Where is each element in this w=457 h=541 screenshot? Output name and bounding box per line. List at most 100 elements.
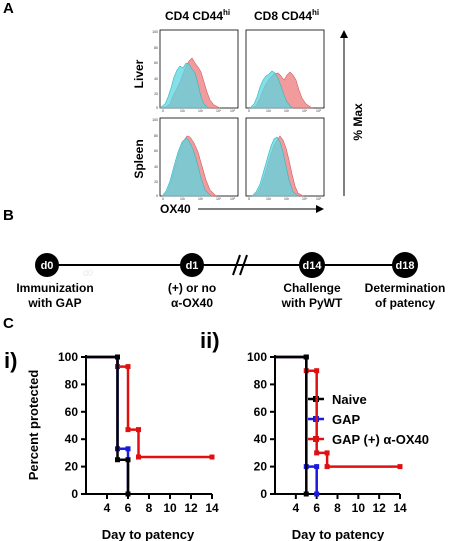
y-tick-label-0-20: 20: [65, 460, 79, 474]
legend-label-gap-ox40: GAP (+) α-OX40: [332, 432, 429, 447]
series-point-0-1-2: [125, 446, 131, 452]
series-point-0-2-5: [136, 454, 141, 460]
xtick-3-a: 10³: [198, 109, 204, 113]
histogram-spleen-cd8: [245, 117, 325, 197]
x-tick-label-1-12: 12: [372, 501, 386, 515]
ox40-label: OX40: [160, 202, 191, 215]
y-axis-label: Percent protected: [26, 370, 41, 481]
panel-b-label: B: [3, 207, 14, 224]
legend-label-naive: Naive: [332, 392, 367, 407]
timepoint-d14-day: d14: [303, 260, 323, 272]
series-point-0-2-3: [125, 427, 131, 433]
x-tick-label-1-6: 6: [313, 501, 320, 515]
legend: Naive GAP GAP (+) α-OX40: [308, 392, 429, 447]
series-point-0-0-3: [125, 491, 131, 497]
y-tick-label-0-40: 40: [65, 432, 79, 446]
legend-label-gap: GAP: [332, 412, 361, 427]
column-title-cd8-main: CD8 CD44: [254, 9, 313, 23]
x-tick-label-1-14: 14: [393, 501, 407, 515]
series-point-0-0-2: [125, 457, 131, 463]
histogram-spleen-cd4: [159, 117, 239, 197]
ytick-100-a: 100: [152, 30, 158, 34]
series-point-0-2-2: [125, 364, 131, 370]
ytick-40-b: 40: [154, 165, 158, 169]
x-tick-label-0-10: 10: [163, 501, 177, 515]
series-point-1-0-0: [303, 354, 309, 360]
timepoint-d1-caption-2: α-OX40: [171, 296, 213, 310]
series-line-0-0: [86, 355, 130, 494]
xtick-4-d: 10⁴: [302, 197, 308, 201]
row-label-liver: Liver: [132, 59, 146, 88]
x-tick-label-0-12: 12: [184, 501, 198, 515]
x-tick-label-0-4: 4: [104, 501, 111, 515]
xtick-5-b: 10⁵: [316, 109, 322, 113]
timepoint-d1-caption-1: (+) or no: [168, 281, 216, 295]
y-tick-label-1-40: 40: [254, 432, 268, 446]
subpanel-label-i: i): [4, 348, 17, 373]
ox40-arrow-head: [316, 205, 324, 213]
y-tick-label-0-60: 60: [65, 405, 79, 419]
timepoint-d18-caption-2: of patency: [375, 296, 435, 310]
column-title-cd4-main: CD4 CD44: [165, 9, 224, 23]
pct-max-label: % Max: [351, 103, 365, 141]
y-tick-label-1-60: 60: [254, 405, 268, 419]
series-point-1-2-4: [324, 450, 330, 456]
column-title-cd8: CD8 CD44hi: [254, 8, 319, 23]
timeline: d0 d0 Immunization with GAP d1 (+) or no…: [16, 252, 445, 310]
timepoint-d14-caption-1: Challenge: [283, 281, 341, 295]
series-point-0-2-4: [136, 427, 141, 433]
y-tick-label-1-20: 20: [254, 460, 268, 474]
y-tick-label-0-100: 100: [58, 350, 78, 364]
y-tick-label-1-100: 100: [247, 350, 267, 364]
timeline-break: [232, 254, 248, 276]
xtick-0-a: 0: [162, 109, 164, 113]
column-title-cd4: CD4 CD44hi: [165, 8, 230, 23]
series-point-1-1-2: [314, 464, 320, 470]
series-point-1-2-5: [324, 464, 330, 470]
legend-item-gap-ox40: GAP (+) α-OX40: [308, 432, 429, 447]
timepoint-d14-caption-2: with PyWT: [281, 296, 343, 310]
panel-c-label: C: [3, 315, 14, 332]
xtick-3-d: 10³: [284, 197, 290, 201]
x-tick-label-1-8: 8: [334, 501, 341, 515]
x-tick-label-0-6: 6: [125, 501, 132, 515]
series-line-0-2: [86, 355, 212, 459]
pct-max-arrow-head: [340, 30, 348, 38]
xtick-0-c: 0: [162, 197, 164, 201]
ytick-100-b: 100: [152, 118, 158, 122]
ytick-40-a: 40: [154, 77, 158, 81]
xtick-2-b: 10²: [266, 109, 272, 113]
xtick-4-c: 10⁴: [216, 197, 222, 201]
ytick-0-a: 0: [156, 106, 158, 110]
xtick-5-a: 10⁵: [230, 109, 236, 113]
xtick-4-b: 10⁴: [302, 109, 308, 113]
series-point-1-0-1: [303, 491, 309, 497]
y-tick-label-0-0: 0: [71, 487, 78, 501]
subpanel-label-ii: ii): [200, 330, 220, 353]
histogram-liver-cd8: [245, 29, 325, 109]
xtick-0-d: 0: [248, 197, 250, 201]
ytick-80-a: 80: [154, 46, 158, 50]
ytick-0-b: 0: [156, 194, 158, 198]
xtick-5-c: 10⁵: [230, 197, 236, 201]
y-tick-label-1-80: 80: [254, 377, 268, 391]
x-tick-label-1-4: 4: [292, 501, 299, 515]
xtick-3-b: 10³: [284, 109, 290, 113]
ytick-60-b: 60: [154, 149, 158, 153]
x-tick-label-0-8: 8: [146, 501, 153, 515]
histogram-y-ticks: 100 80 60 40 20 0 100 80 60 40 20 0: [152, 30, 158, 198]
timepoint-d1-day: d1: [186, 260, 199, 272]
series-point-1-2-3: [314, 450, 320, 456]
timepoint-d14: d14 Challenge with PyWT: [281, 252, 343, 310]
timepoint-d0: d0 Immunization with GAP: [16, 253, 94, 310]
ytick-60-a: 60: [154, 61, 158, 65]
ytick-20-b: 20: [154, 180, 158, 184]
series-line-1-1: [275, 355, 318, 494]
series-point-1-2-6: [397, 464, 403, 470]
series-line-0-1: [86, 355, 130, 494]
y-tick-label-1-0: 0: [260, 487, 267, 501]
flow-histograms: Liver Spleen 100 80 60 40 20 0 100 80 60…: [132, 29, 365, 215]
ytick-20-a: 20: [154, 92, 158, 96]
panel-a-label: A: [3, 0, 14, 17]
series-point-0-0-1: [115, 457, 120, 463]
